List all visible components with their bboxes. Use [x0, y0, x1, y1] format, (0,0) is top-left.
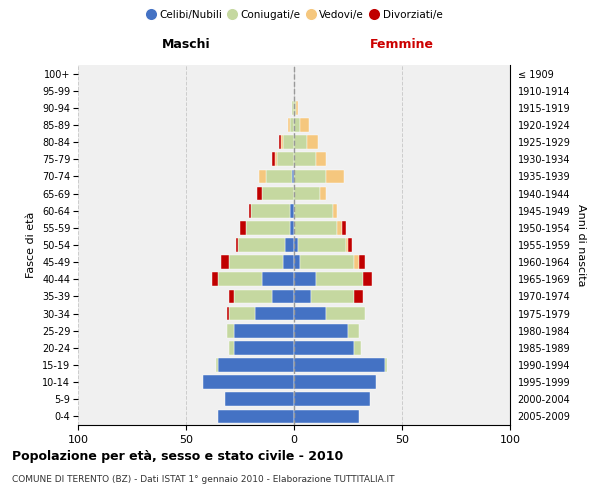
- Bar: [248, 204, 251, 218]
- Bar: [290, 118, 294, 132]
- Bar: [307, 136, 318, 149]
- Bar: [259, 170, 266, 183]
- Legend: Celibi/Nubili, Coniugati/e, Vedovi/e, Divorziati/e: Celibi/Nubili, Coniugati/e, Vedovi/e, Di…: [141, 6, 447, 24]
- Bar: [281, 136, 283, 149]
- Bar: [320, 186, 326, 200]
- Bar: [218, 272, 262, 286]
- Bar: [212, 272, 218, 286]
- Bar: [290, 204, 294, 218]
- Y-axis label: Anni di nascita: Anni di nascita: [576, 204, 586, 286]
- Bar: [301, 118, 309, 132]
- Bar: [262, 186, 294, 200]
- Bar: [240, 221, 247, 234]
- Bar: [355, 256, 359, 269]
- Bar: [229, 341, 233, 354]
- Bar: [333, 204, 337, 218]
- Bar: [311, 290, 355, 304]
- Bar: [277, 152, 294, 166]
- Bar: [341, 221, 346, 234]
- Bar: [233, 290, 272, 304]
- Y-axis label: Fasce di età: Fasce di età: [26, 212, 37, 278]
- Text: Popolazione per età, sesso e stato civile - 2010: Popolazione per età, sesso e stato civil…: [12, 450, 343, 463]
- Bar: [286, 238, 294, 252]
- Bar: [227, 306, 229, 320]
- Bar: [301, 256, 355, 269]
- Bar: [290, 221, 294, 234]
- Bar: [236, 238, 238, 252]
- Bar: [279, 136, 281, 149]
- Bar: [326, 170, 344, 183]
- Bar: [294, 306, 326, 320]
- Bar: [283, 256, 294, 269]
- Bar: [216, 358, 218, 372]
- Bar: [262, 272, 294, 286]
- Bar: [298, 238, 346, 252]
- Bar: [294, 341, 355, 354]
- Bar: [251, 204, 290, 218]
- Bar: [316, 272, 363, 286]
- Bar: [221, 256, 229, 269]
- Bar: [283, 136, 294, 149]
- Bar: [287, 118, 290, 132]
- Bar: [266, 170, 292, 183]
- Bar: [257, 186, 262, 200]
- Bar: [247, 221, 290, 234]
- Bar: [294, 186, 320, 200]
- Bar: [294, 118, 301, 132]
- Bar: [294, 238, 298, 252]
- Bar: [292, 170, 294, 183]
- Bar: [294, 136, 307, 149]
- Bar: [294, 410, 359, 424]
- Bar: [227, 324, 233, 338]
- Bar: [346, 238, 348, 252]
- Bar: [294, 170, 326, 183]
- Bar: [292, 101, 294, 114]
- Bar: [294, 324, 348, 338]
- Bar: [294, 272, 316, 286]
- Bar: [316, 152, 326, 166]
- Bar: [229, 290, 233, 304]
- Bar: [238, 238, 286, 252]
- Bar: [233, 341, 294, 354]
- Bar: [275, 152, 277, 166]
- Text: COMUNE DI TERENTO (BZ) - Dati ISTAT 1° gennaio 2010 - Elaborazione TUTTITALIA.IT: COMUNE DI TERENTO (BZ) - Dati ISTAT 1° g…: [12, 475, 395, 484]
- Bar: [294, 204, 333, 218]
- Bar: [294, 376, 376, 389]
- Text: Femmine: Femmine: [370, 38, 434, 52]
- Bar: [203, 376, 294, 389]
- Text: Maschi: Maschi: [161, 38, 211, 52]
- Bar: [326, 306, 365, 320]
- Bar: [255, 306, 294, 320]
- Bar: [294, 101, 296, 114]
- Bar: [294, 152, 316, 166]
- Bar: [355, 341, 361, 354]
- Bar: [294, 221, 337, 234]
- Bar: [218, 358, 294, 372]
- Bar: [229, 306, 255, 320]
- Bar: [337, 221, 341, 234]
- Bar: [294, 256, 301, 269]
- Bar: [355, 290, 363, 304]
- Bar: [233, 324, 294, 338]
- Bar: [359, 256, 365, 269]
- Bar: [385, 358, 387, 372]
- Bar: [363, 272, 372, 286]
- Bar: [348, 324, 359, 338]
- Bar: [218, 410, 294, 424]
- Bar: [272, 152, 275, 166]
- Bar: [294, 290, 311, 304]
- Bar: [294, 392, 370, 406]
- Bar: [229, 256, 283, 269]
- Bar: [272, 290, 294, 304]
- Bar: [294, 358, 385, 372]
- Bar: [296, 101, 298, 114]
- Bar: [225, 392, 294, 406]
- Bar: [348, 238, 352, 252]
